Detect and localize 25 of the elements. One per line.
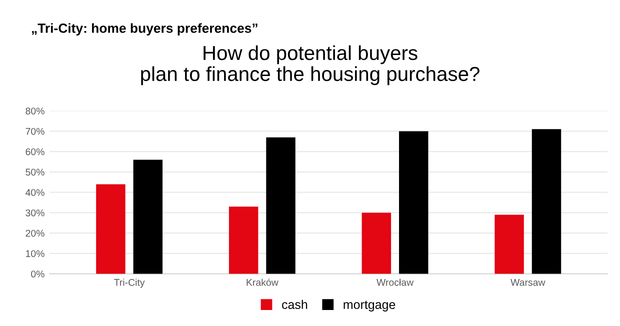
y-tick-label: 50% bbox=[26, 168, 44, 176]
bar bbox=[362, 212, 392, 274]
y-tick-label: 10% bbox=[26, 250, 44, 258]
y-tick-label: 60% bbox=[26, 148, 44, 156]
x-tick-label: Tri-City bbox=[114, 278, 145, 288]
y-tick-label: 80% bbox=[26, 108, 44, 114]
legend-label: cash bbox=[282, 300, 308, 310]
y-tick-label: 40% bbox=[26, 189, 44, 196]
chart-subtitle: „Tri-City: home buyers preferences” bbox=[32, 23, 258, 36]
chart-title: How do potential buyers plan to finance the housing purchase? bbox=[141, 45, 480, 86]
x-tick-label: Warsaw bbox=[510, 279, 546, 286]
bar bbox=[266, 137, 296, 274]
bar bbox=[399, 131, 428, 274]
y-tick-label: 0% bbox=[31, 270, 44, 278]
bar bbox=[228, 206, 258, 274]
x-tick-label: Kraków bbox=[246, 278, 278, 286]
x-tick-label: Wrocław bbox=[376, 278, 414, 286]
bar bbox=[133, 160, 163, 274]
legend-label: mortgage bbox=[344, 300, 396, 312]
y-tick-label: 30% bbox=[26, 209, 44, 216]
bar bbox=[532, 129, 562, 274]
bar bbox=[494, 214, 524, 274]
y-tick-label: 70% bbox=[26, 128, 44, 135]
bar bbox=[96, 184, 126, 274]
y-tick-label: 20% bbox=[26, 230, 44, 237]
